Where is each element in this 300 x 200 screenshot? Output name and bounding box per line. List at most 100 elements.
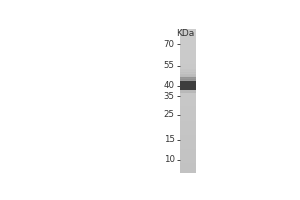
Bar — [181, 135, 196, 136]
Bar — [181, 77, 196, 81]
Bar — [181, 146, 196, 147]
Bar — [181, 128, 196, 129]
Bar — [181, 67, 196, 68]
Bar — [181, 64, 196, 65]
Bar — [181, 79, 196, 80]
Bar — [181, 78, 196, 79]
Bar — [181, 106, 196, 107]
Bar — [181, 167, 196, 168]
Bar — [181, 148, 196, 149]
Bar — [181, 139, 196, 140]
Text: 35: 35 — [164, 92, 175, 101]
Bar — [181, 69, 196, 70]
Bar — [181, 83, 196, 84]
Bar — [181, 48, 196, 49]
Bar — [181, 58, 196, 59]
Bar — [181, 147, 196, 148]
Bar — [181, 126, 196, 127]
Bar — [181, 61, 196, 62]
Bar — [181, 153, 196, 154]
Bar — [181, 152, 196, 153]
Bar — [181, 164, 196, 165]
Bar — [181, 69, 196, 70]
Bar — [181, 76, 196, 77]
Bar — [181, 115, 196, 116]
Bar — [181, 55, 196, 56]
Bar — [181, 56, 196, 57]
Bar — [181, 113, 196, 114]
Bar — [181, 95, 196, 96]
Bar — [181, 112, 196, 113]
Bar — [181, 132, 196, 133]
Bar — [181, 94, 196, 95]
Bar — [181, 76, 196, 77]
Bar — [181, 162, 196, 163]
Bar — [181, 138, 196, 139]
Bar — [181, 107, 196, 108]
Bar — [181, 75, 196, 76]
Bar — [181, 109, 196, 110]
Text: 40: 40 — [164, 81, 175, 90]
Bar — [181, 114, 196, 115]
Bar — [181, 116, 196, 117]
Bar — [181, 137, 196, 138]
Bar — [181, 91, 196, 92]
Bar — [181, 159, 196, 160]
Bar — [181, 101, 196, 102]
Text: 10: 10 — [164, 155, 175, 164]
Bar — [181, 105, 196, 106]
Bar — [181, 172, 196, 173]
Bar — [181, 121, 196, 122]
Bar — [181, 157, 196, 158]
Bar — [181, 117, 196, 118]
Bar — [181, 140, 196, 141]
Bar — [181, 77, 196, 78]
Bar — [181, 92, 196, 93]
Bar — [181, 71, 196, 72]
Bar — [181, 142, 196, 143]
Bar — [181, 50, 196, 51]
Bar — [181, 70, 196, 71]
Bar — [181, 131, 196, 132]
Bar — [181, 100, 196, 101]
Bar — [181, 73, 196, 74]
Bar — [181, 72, 196, 73]
Bar — [181, 127, 196, 128]
Bar — [181, 72, 196, 73]
Bar — [181, 118, 196, 119]
Bar — [181, 36, 196, 37]
Bar — [181, 149, 196, 150]
Bar — [181, 43, 196, 44]
Bar — [181, 141, 196, 142]
Text: 70: 70 — [164, 40, 175, 49]
Bar — [181, 34, 196, 35]
Bar — [181, 32, 196, 33]
Bar — [181, 98, 196, 99]
Bar — [181, 33, 196, 34]
Bar — [181, 104, 196, 105]
Bar — [181, 110, 196, 111]
Bar — [181, 39, 196, 40]
Bar — [181, 49, 196, 50]
Bar — [181, 155, 196, 156]
Bar — [181, 80, 196, 81]
Bar — [181, 30, 196, 31]
Bar — [181, 45, 196, 46]
Bar — [181, 81, 196, 90]
Bar — [181, 89, 196, 90]
Bar — [181, 40, 196, 41]
Bar — [181, 168, 196, 169]
Bar — [181, 96, 196, 97]
Bar — [181, 122, 196, 123]
Bar — [181, 151, 196, 152]
Bar — [181, 80, 196, 81]
Bar — [181, 120, 196, 121]
Bar — [181, 59, 196, 60]
Bar — [181, 82, 196, 83]
Bar — [181, 129, 196, 130]
Bar — [181, 37, 196, 38]
Bar — [181, 77, 196, 78]
Bar — [181, 158, 196, 159]
Bar — [181, 60, 196, 61]
Bar — [181, 74, 196, 75]
